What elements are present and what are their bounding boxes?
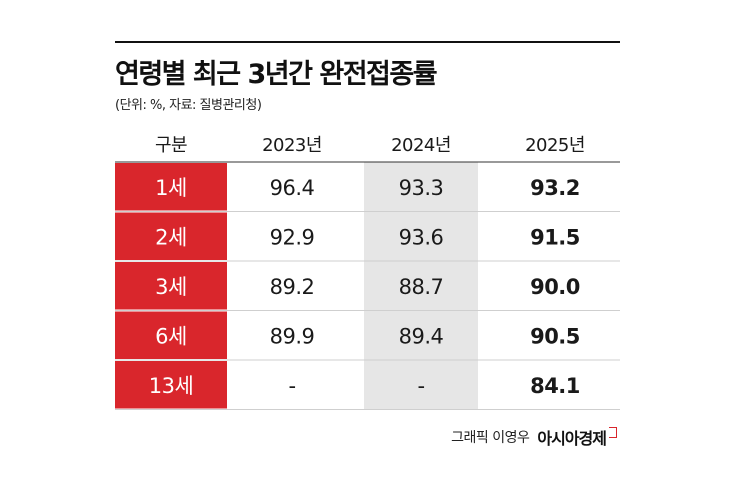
row-label-cell	[115, 361, 227, 409]
row-label-cell	[115, 311, 227, 359]
brand-mark-icon	[609, 426, 617, 438]
table-cell: 89.2	[270, 275, 315, 299]
chart-title: 연령별 최근 3년간 완전접종률	[115, 59, 438, 90]
row-label: 1세	[155, 176, 187, 200]
row-label: 2세	[155, 225, 187, 249]
row-label: 6세	[155, 324, 187, 348]
table-cell: 89.9	[270, 324, 315, 348]
column-header: 2025년	[525, 135, 585, 156]
table-cell: -	[288, 374, 295, 398]
table-cell: 96.4	[270, 176, 315, 200]
table-cell: 89.4	[399, 324, 444, 348]
footer: 그래픽 이영우 아시아경제	[451, 425, 617, 449]
table-cell: 93.2	[530, 176, 580, 200]
top-rule	[115, 41, 620, 43]
brand-logo: 아시아경제	[537, 429, 607, 448]
row-label: 13세	[149, 374, 194, 398]
row-label-cell	[115, 163, 227, 211]
row-label-cell	[115, 262, 227, 310]
row-label: 3세	[155, 275, 187, 299]
table-cell: 93.3	[399, 176, 444, 200]
highlight-column-bg	[364, 162, 478, 410]
column-header: 2023년	[262, 135, 322, 156]
table-cell: 88.7	[399, 275, 444, 299]
table-cell: 90.0	[530, 275, 580, 299]
table-cell: 93.6	[399, 225, 444, 249]
table-cell: 91.5	[530, 225, 580, 249]
table-cell: 84.1	[530, 374, 580, 398]
table-cell: 90.5	[530, 324, 580, 348]
table-cell: -	[417, 374, 424, 398]
row-label-cell	[115, 212, 227, 260]
chart-subtitle: (단위: %, 자료: 질병관리청)	[115, 98, 262, 113]
graphic-credit: 그래픽 이영우	[451, 430, 530, 446]
header-label: 구분	[155, 135, 187, 156]
table-cell: 92.9	[270, 225, 315, 249]
column-header: 2024년	[391, 135, 451, 156]
